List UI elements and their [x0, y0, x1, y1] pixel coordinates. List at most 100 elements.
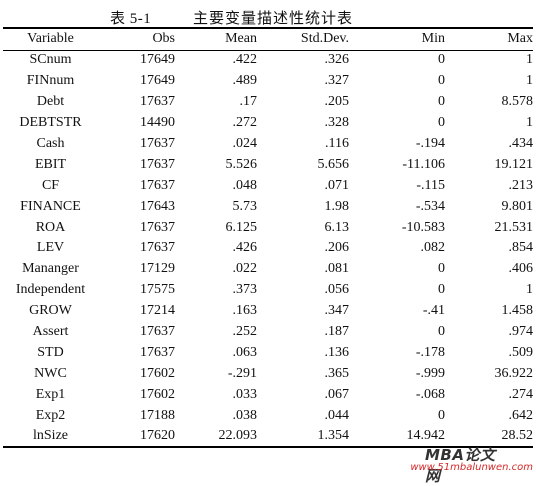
header-row: Variable Obs Mean Std.Dev. Min Max — [3, 28, 536, 50]
cell-obs: 17649 — [140, 52, 175, 68]
cell-mean: .024 — [232, 136, 258, 151]
header-mean: Mean — [225, 31, 257, 46]
cell-std-dev: .116 — [325, 136, 349, 151]
cell-std-dev: .365 — [324, 365, 350, 381]
cell-min: -.999 — [415, 365, 445, 381]
cell-min: -.194 — [415, 136, 445, 151]
cell-obs: 17637 — [140, 324, 175, 340]
table-row: Assert 17637 .252 .187 0 .974 — [3, 322, 536, 343]
cell-max: 28.52 — [501, 428, 534, 444]
cell-variable: FINANCE — [20, 198, 81, 214]
bottom-rule — [3, 446, 533, 448]
cell-std-dev: .328 — [324, 115, 350, 131]
cell-obs: 17637 — [140, 240, 175, 256]
cell-min: 0 — [438, 73, 445, 89]
cell-std-dev: .067 — [324, 386, 350, 402]
cell-min: 0 — [438, 94, 445, 110]
cell-mean: 6.125 — [225, 219, 258, 235]
table-body: SCnum 17649 .422 .326 0 1 FINnum 17649 .489 .327 0… — [3, 50, 536, 447]
cell-std-dev: 1.98 — [324, 198, 350, 214]
cell-variable: NWC — [34, 365, 67, 381]
table-row: DEBTSTR 14490 .272 .328 0 1 — [3, 113, 536, 134]
cell-mean: .489 — [232, 73, 258, 89]
cell-std-dev: .326 — [324, 52, 350, 68]
cell-max: 9.801 — [501, 198, 534, 214]
cell-obs: 17620 — [140, 428, 175, 444]
watermark-title: MBA论文网 — [425, 446, 496, 485]
cell-min: -.534 — [415, 198, 445, 214]
cell-variable: EBIT — [34, 156, 67, 172]
cell-max: 1 — [526, 52, 533, 68]
cell-std-dev: .187 — [324, 324, 350, 340]
cell-variable: STD — [37, 344, 64, 360]
cell-max: .642 — [508, 407, 534, 423]
cell-variable: LEV — [36, 240, 65, 256]
cell-max: 21.531 — [494, 219, 534, 235]
header-variable: Variable — [27, 31, 74, 46]
cell-max: .854 — [508, 240, 534, 256]
table-row: Mananger 17129 .022 .081 0 .406 — [3, 259, 536, 280]
cell-max: 1 — [526, 282, 533, 298]
cell-mean: .163 — [232, 303, 258, 319]
header-obs: Obs — [152, 31, 175, 46]
cell-min: -.115 — [416, 177, 445, 193]
cell-variable: DEBTSTR — [19, 115, 82, 131]
cell-mean: .373 — [232, 282, 258, 298]
cell-min: 0 — [438, 52, 445, 68]
cell-max: .406 — [508, 261, 534, 277]
cell-obs: 17637 — [140, 136, 175, 151]
cell-obs: 17214 — [140, 303, 175, 319]
cell-mean: .422 — [232, 52, 258, 68]
cell-variable: Exp2 — [35, 407, 66, 423]
table-row: Independent 17575 .373 .056 0 1 — [3, 280, 536, 301]
cell-max: .509 — [508, 344, 534, 360]
cell-mean: .17 — [239, 94, 258, 110]
cell-mean: 5.73 — [232, 198, 258, 214]
header-max: Max — [507, 31, 533, 46]
cell-min: -.41 — [422, 303, 445, 319]
cell-variable: lnSize — [33, 428, 68, 444]
cell-mean: -.291 — [227, 365, 257, 381]
table-row: Exp1 17602 .033 .067 -.068 .274 — [3, 384, 536, 405]
table-row: lnSize 17620 22.093 1.354 14.942 28.52 — [3, 426, 536, 447]
cell-mean: 22.093 — [218, 428, 258, 444]
cell-max: .974 — [508, 324, 534, 340]
table-header: Variable Obs Mean Std.Dev. Min Max — [3, 28, 536, 50]
cell-variable: Assert — [32, 324, 69, 340]
cell-max: 19.121 — [494, 156, 534, 172]
table-row: SCnum 17649 .422 .326 0 1 — [3, 50, 536, 71]
table-caption: 表 5-1 主要变量描述性统计表 — [0, 7, 536, 27]
cell-variable: Independent — [15, 282, 86, 298]
cell-std-dev: .136 — [324, 344, 350, 360]
table-row: Exp2 17188 .038 .044 0 .642 — [3, 405, 536, 426]
cell-max: .213 — [508, 177, 534, 193]
table-row: NWC 17602 -.291 .365 -.999 36.922 — [3, 363, 536, 384]
cell-obs: 14490 — [140, 115, 175, 131]
cell-std-dev: .071 — [324, 177, 350, 193]
table-row: STD 17637 .063 .136 -.178 .509 — [3, 342, 536, 363]
cell-max: .274 — [508, 386, 534, 402]
watermark: MBA论文网 www.51mbalunwen.com — [410, 444, 535, 485]
cell-obs: 17637 — [140, 344, 175, 360]
cell-std-dev: 5.656 — [317, 156, 350, 172]
cell-max: 36.922 — [494, 365, 534, 381]
watermark-url: www.51mbalunwen.com — [410, 462, 533, 473]
table-number: 表 5-1 — [110, 11, 152, 27]
cell-obs: 17602 — [140, 365, 175, 381]
cell-variable: Debt — [36, 94, 65, 110]
cell-variable: SCnum — [29, 52, 72, 68]
cell-min: 14.942 — [406, 428, 446, 444]
cell-obs: 17188 — [140, 407, 175, 423]
cell-variable: Exp1 — [35, 386, 66, 402]
table-row: Debt 17637 .17 .205 0 8.578 — [3, 92, 536, 113]
table-row: FINANCE 17643 5.73 1.98 -.534 9.801 — [3, 196, 536, 217]
cell-mean: .038 — [232, 407, 258, 423]
cell-min: -.178 — [415, 344, 445, 360]
cell-mean: .272 — [232, 115, 258, 131]
cell-min: 0 — [438, 115, 445, 131]
cell-obs: 17643 — [140, 198, 175, 214]
cell-obs: 17575 — [140, 282, 175, 298]
table-row: GROW 17214 .163 .347 -.41 1.458 — [3, 301, 536, 322]
cell-max: 1 — [526, 73, 533, 89]
header-std-dev: Std.Dev. — [300, 31, 349, 46]
